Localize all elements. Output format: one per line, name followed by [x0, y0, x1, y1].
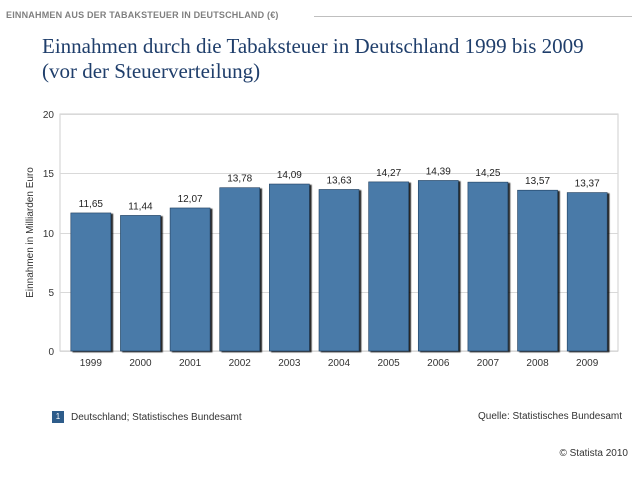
- bar-2001: [169, 207, 211, 352]
- data-label: 13,63: [326, 175, 351, 186]
- bar-2006: [417, 180, 459, 352]
- y-axis-label: Einnahmen in Milliarden Euro: [25, 167, 36, 298]
- source-note: Quelle: Statistisches Bundesamt: [478, 411, 622, 422]
- bar-2004: [318, 189, 360, 352]
- x-tick-label: 2007: [477, 358, 500, 369]
- chart-area: 11,65 11,44 12,07 13,78 14,09 13,63 14,27 14,39…: [0, 100, 640, 380]
- x-tick-label: 2006: [427, 358, 450, 369]
- data-label: 13,78: [227, 174, 252, 185]
- bar-1999: [70, 212, 112, 352]
- legend-text: Deutschland; Statistisches Bundesamt: [71, 411, 242, 423]
- header-label: EINNAHMEN AUS DER TABAKSTEUER IN DEUTSCH…: [6, 10, 279, 20]
- x-tick-label: 2000: [129, 358, 152, 369]
- chart-title: Einnahmen durch die Tabaksteuer in Deuts…: [42, 34, 584, 83]
- label-layer: 11,65 11,44 12,07 13,78 14,09 13,63 14,27 14,39…: [79, 166, 600, 212]
- x-tick-label: 2005: [378, 358, 401, 369]
- bar-2000: [120, 215, 161, 352]
- copyright: © Statista 2010: [559, 448, 628, 459]
- data-label: 11,65: [79, 199, 104, 210]
- x-tick-label: 2002: [229, 358, 252, 369]
- x-tick-label: 2008: [526, 358, 549, 369]
- bar-2008: [517, 189, 558, 352]
- x-tick-label: 2003: [278, 358, 301, 369]
- data-label: 11,44: [128, 201, 153, 212]
- y-tick-label: 10: [43, 229, 55, 240]
- data-label: 14,27: [376, 168, 401, 179]
- data-label: 12,07: [178, 194, 203, 205]
- data-label: 13,57: [525, 176, 550, 187]
- bar-2002: [219, 187, 261, 352]
- bar-2005: [368, 181, 409, 352]
- data-label: 14,25: [475, 168, 500, 179]
- y-tick-label: 0: [48, 347, 54, 358]
- header-divider: [314, 16, 632, 17]
- bar-2007: [467, 181, 509, 352]
- x-tick-label: 2009: [576, 358, 599, 369]
- data-label: 13,37: [575, 179, 600, 190]
- legend-swatch: 1: [52, 411, 64, 423]
- x-tick-label: 2004: [328, 358, 351, 369]
- y-tick-label: 20: [43, 110, 55, 121]
- axis-layer: 0 5 10 15 20 Einnahmen in Milliarden Euro 1999…: [25, 110, 599, 369]
- bar-layer: [70, 180, 608, 352]
- y-tick-label: 5: [48, 288, 54, 299]
- bar-2009: [566, 192, 608, 352]
- bar-chart: 11,65 11,44 12,07 13,78 14,09 13,63 14,27 14,39…: [25, 110, 619, 369]
- data-label: 14,39: [426, 166, 451, 177]
- x-tick-label: 1999: [80, 358, 103, 369]
- legend: 1 Deutschland; Statistisches Bundesamt: [52, 410, 242, 424]
- x-tick-label: 2001: [179, 358, 202, 369]
- y-tick-label: 15: [43, 169, 55, 180]
- header-bar: EINNAHMEN AUS DER TABAKSTEUER IN DEUTSCH…: [0, 6, 640, 24]
- data-label: 14,09: [277, 170, 302, 181]
- bar-2003: [269, 183, 310, 352]
